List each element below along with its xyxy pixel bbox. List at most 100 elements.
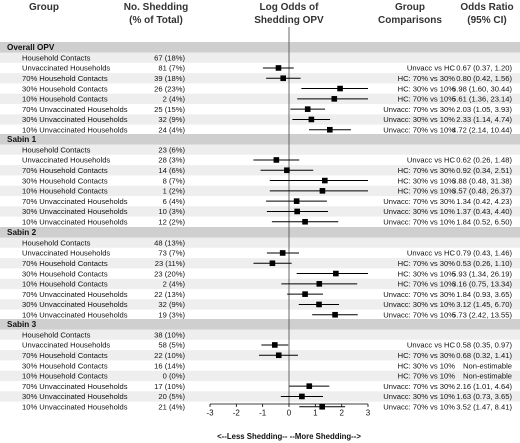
cell-comparison: Unvacc vs HC	[407, 64, 456, 73]
table-row: 70% Unvaccinated Households 25 (15%) Unvac…	[22, 105, 512, 114]
table-row: 30% Household Contacts 26 (23%) HC: 30% vs…	[22, 84, 512, 93]
cell-odds-ratio: Non-estimable	[463, 361, 512, 370]
cell-comparison: Unvacc: 70% vs 10%	[383, 217, 455, 226]
cell-odds-ratio: 1.84 (0.93, 3.65)	[456, 290, 512, 299]
cell-group: Household Contacts	[22, 330, 91, 339]
cell-comparison: Unvacc: 70% vs 30%	[383, 290, 455, 299]
row-stripe	[0, 206, 520, 217]
cell-odds-ratio: Non-estimable	[463, 372, 512, 381]
table-row: 70% Unvaccinated Households 17 (10%) Unvac…	[22, 382, 512, 391]
cell-group: 30% Household Contacts	[22, 361, 108, 370]
cell-shedding: 48 (13%)	[154, 238, 185, 247]
x-tick-label: 3	[366, 409, 371, 418]
point-estimate	[327, 126, 333, 133]
row-stripe	[0, 52, 520, 63]
table-row: Unvaccinated Households 28 (3%) Unvacc vs …	[22, 156, 512, 165]
cell-odds-ratio: 3.57 (0.48, 26.37)	[452, 187, 512, 196]
row-stripe	[0, 73, 520, 84]
header-plot-line2: Shedding OPV	[254, 15, 324, 26]
cell-shedding: 25 (15%)	[154, 105, 185, 114]
header-shedding-line1: No. Shedding	[124, 2, 188, 13]
estimate-marker	[309, 126, 351, 133]
cell-group: 10% Household Contacts	[22, 372, 108, 381]
cell-shedding: 2 (4%)	[163, 95, 186, 104]
point-estimate	[316, 301, 322, 308]
row-stripe	[0, 185, 520, 196]
estimate-marker	[271, 218, 339, 225]
cell-shedding: 22 (10%)	[154, 351, 185, 360]
estimate-marker	[261, 342, 289, 348]
point-estimate	[284, 167, 290, 174]
cell-shedding: 8 (7%)	[163, 176, 186, 185]
row-stripe	[0, 370, 520, 381]
cell-comparison: Unvacc vs HC	[407, 249, 456, 258]
estimate-marker	[299, 403, 346, 410]
table-row: 70% Unvaccinated Households 6 (4%) Unvacc:…	[22, 197, 512, 206]
header-odds-ratio-line2: (95% CI)	[467, 15, 506, 26]
cell-comparison: HC: 70% vs 10%	[398, 280, 456, 289]
point-estimate	[337, 85, 343, 92]
cell-odds-ratio: 1.37 (0.43, 4.40)	[456, 207, 512, 216]
cell-shedding: 2 (4%)	[163, 280, 186, 289]
x-tick-label: -2	[233, 409, 241, 418]
cell-shedding: 67 (18%)	[154, 53, 185, 62]
cell-comparison: HC: 70% vs 10%	[398, 372, 456, 381]
cell-group: 10% Unvaccinated Households	[22, 310, 128, 319]
row-stripe	[0, 299, 520, 310]
estimate-marker	[266, 75, 301, 82]
cell-group: Household Contacts	[22, 53, 91, 62]
header-group: Group	[29, 2, 59, 13]
cell-shedding: 28 (3%)	[158, 156, 185, 165]
cell-shedding: 0 (0%)	[163, 372, 186, 381]
cell-shedding: 20 (5%)	[158, 392, 185, 401]
cell-odds-ratio: 4.72 (2.14, 10.44)	[452, 125, 512, 134]
point-estimate	[273, 157, 280, 163]
cell-odds-ratio: 5.61 (1.36, 23.14)	[452, 95, 512, 104]
estimate-marker	[258, 352, 298, 359]
cell-shedding: 38 (10%)	[154, 330, 185, 339]
header-shedding-line2: (% of Total)	[129, 15, 183, 26]
estimate-marker	[296, 270, 368, 277]
cell-shedding: 73 (7%)	[158, 249, 185, 258]
estimate-marker	[253, 157, 300, 163]
cell-comparison: Unvacc: 30% vs 10%	[383, 300, 455, 309]
cell-comparison: HC: 30% vs 10%	[398, 269, 456, 278]
estimate-marker	[289, 383, 330, 389]
estimate-marker	[297, 96, 368, 102]
column-header-row: Group No. Shedding (% of Total) Log Odds…	[29, 2, 514, 26]
table-row: Unvaccinated Households 73 (7%) Unvacc vs …	[22, 249, 512, 258]
cell-group: 10% Household Contacts	[22, 95, 108, 104]
point-estimate	[302, 291, 308, 297]
cell-group: 30% Unvaccinated Households	[22, 207, 128, 216]
cell-odds-ratio: 2.33 (1.14, 4.74)	[456, 115, 512, 124]
cell-group: 70% Unvaccinated Households	[22, 197, 128, 206]
cell-comparison: Unvacc: 70% vs 30%	[383, 197, 455, 206]
estimate-marker	[312, 311, 358, 318]
table-row: 10% Unvaccinated Households 21 (4%) Unvacc…	[22, 402, 512, 411]
estimate-marker	[292, 116, 331, 123]
x-axis: -3 -2 -1 0 1 2 3 <--Less Shedding-- --More She…	[206, 403, 371, 441]
point-estimate	[271, 342, 278, 348]
cell-group: 70% Household Contacts	[22, 259, 108, 268]
point-estimate	[294, 208, 300, 215]
cell-group: 30% Unvaccinated Households	[22, 392, 128, 401]
cell-group: 70% Household Contacts	[22, 166, 108, 175]
estimate-marker	[269, 188, 368, 194]
cell-shedding: 16 (14%)	[154, 361, 185, 370]
cell-comparison: Unvacc: 70% vs 30%	[383, 382, 455, 391]
row-stripe	[0, 165, 520, 176]
cell-shedding: 6 (4%)	[163, 197, 186, 206]
cell-group: 70% Household Contacts	[22, 74, 108, 83]
cell-comparison: HC: 70% vs 10%	[398, 95, 456, 104]
cell-group: 10% Unvaccinated Households	[22, 217, 128, 226]
table-row: 10% Household Contacts 2 (4%) HC: 70% vs 1…	[22, 280, 512, 289]
cell-comparison: Unvacc: 70% vs 10%	[383, 310, 455, 319]
cell-odds-ratio: 0.80 (0.42, 1.56)	[456, 74, 512, 83]
table-row: Unvaccinated Households 81 (7%) Unvacc vs …	[22, 64, 512, 73]
cell-shedding: 12 (2%)	[158, 217, 185, 226]
cell-odds-ratio: 0.92 (0.34, 2.51)	[456, 166, 512, 175]
header-comparison-line1: Group	[395, 2, 425, 13]
table-row: 30% Unvaccinated Households 32 (9%) Unvacc…	[22, 300, 512, 309]
